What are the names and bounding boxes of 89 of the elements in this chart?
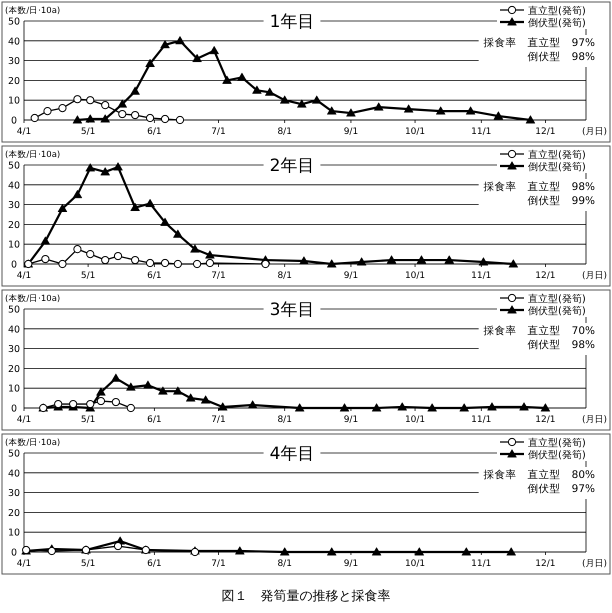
y-tick-label: 10 (8, 528, 20, 539)
x-tick-label: 5/1 (80, 271, 96, 281)
y-tick-label: 0 (10, 260, 18, 270)
y-tick-label: 20 (8, 220, 20, 231)
annotation: 倒伏型 99% (528, 195, 596, 207)
x-tick-label: 12/1 (535, 415, 556, 425)
x-tick-label: 10/1 (404, 559, 426, 569)
chart-title: 2年目 (270, 156, 314, 176)
y-tick-label: 10 (8, 96, 20, 107)
x-tick-label: 5/1 (80, 559, 96, 569)
x-tick-label: 4/1 (16, 559, 32, 569)
legend-label: 倒伏型(発筍) (528, 305, 586, 317)
chart-title: 4年目 (270, 444, 314, 464)
annotation: 採食率 直立型 97% (484, 36, 596, 49)
annotation: 倒伏型 98% (528, 339, 596, 351)
x-tick-label: 9/1 (344, 415, 358, 425)
caption: 図１ 発筍量の推移と採食率 (222, 588, 390, 604)
x-axis-title: (月日) (582, 127, 607, 137)
y-tick-label: 10 (8, 240, 20, 251)
y-axis-title: (本数/日·10a) (5, 5, 60, 16)
x-tick-label: 5/1 (80, 127, 96, 137)
y-axis-title: (本数/日·10a) (5, 437, 60, 448)
y-tick-label: 20 (8, 508, 20, 519)
x-tick-label: 12/1 (535, 559, 556, 569)
x-tick-label: 4/1 (16, 415, 32, 425)
x-tick-label: 7/1 (211, 559, 226, 569)
y-tick-label: 50 (8, 160, 20, 172)
annotation: 採食率 直立型 70% (484, 324, 596, 337)
x-tick-label: 8/1 (277, 415, 292, 425)
x-tick-label: 6/1 (147, 127, 162, 137)
x-tick-label: 9/1 (344, 271, 358, 281)
annotation: 倒伏型 97% (528, 483, 596, 495)
y-tick-label: 50 (8, 448, 20, 460)
x-tick-label: 11/1 (471, 127, 492, 137)
x-tick-label: 12/1 (535, 127, 556, 137)
x-tick-label: 11/1 (471, 415, 492, 425)
y-tick-label: 40 (8, 36, 20, 48)
y-tick-label: 30 (8, 488, 20, 500)
y-tick-label: 40 (8, 180, 20, 192)
y-axis-title: (本数/日·10a) (5, 293, 60, 304)
x-tick-label: 6/1 (147, 271, 162, 281)
x-tick-label: 7/1 (211, 127, 226, 137)
x-tick-label: 8/1 (277, 271, 292, 281)
legend-label: 直立型(発筍) (528, 149, 586, 161)
x-tick-label: 6/1 (147, 559, 162, 569)
y-tick-label: 0 (10, 116, 18, 126)
x-tick-label: 11/1 (471, 271, 492, 281)
x-tick-label: 11/1 (471, 559, 492, 569)
annotation: 倒伏型 98% (528, 51, 596, 63)
legend-label: 倒伏型(発筍) (528, 17, 586, 29)
x-tick-label: 10/1 (404, 127, 426, 137)
y-tick-label: 10 (8, 384, 20, 395)
x-tick-label: 5/1 (80, 415, 96, 425)
legend-label: 倒伏型(発筍) (528, 449, 586, 461)
x-tick-label: 4/1 (16, 271, 32, 281)
x-tick-label: 10/1 (404, 271, 426, 281)
x-tick-label: 9/1 (344, 127, 358, 137)
legend-label: 直立型(発筍) (528, 5, 586, 17)
x-tick-label: 10/1 (404, 415, 426, 425)
y-tick-label: 40 (8, 468, 20, 480)
y-tick-label: 0 (10, 404, 18, 414)
y-tick-label: 0 (10, 548, 18, 558)
y-tick-label: 30 (8, 344, 20, 356)
annotation: 採食率 直立型 80% (484, 468, 596, 481)
y-tick-label: 20 (8, 364, 20, 375)
x-tick-label: 7/1 (211, 415, 226, 425)
x-tick-label: 12/1 (535, 271, 556, 281)
x-tick-label: 7/1 (211, 271, 226, 281)
y-tick-label: 50 (8, 16, 20, 28)
y-axis-title: (本数/日·10a) (5, 149, 60, 160)
x-axis-title: (月日) (582, 415, 607, 425)
legend-label: 倒伏型(発筍) (528, 161, 586, 173)
y-tick-label: 30 (8, 200, 20, 212)
x-axis-title: (月日) (582, 271, 607, 281)
x-tick-label: 8/1 (277, 127, 292, 137)
legend-label: 直立型(発筍) (528, 437, 586, 449)
annotation: 採食率 直立型 98% (484, 180, 596, 193)
x-tick-label: 4/1 (16, 127, 32, 137)
x-tick-label: 8/1 (277, 559, 292, 569)
chart-title: 3年目 (270, 300, 314, 320)
y-tick-label: 20 (8, 76, 20, 87)
x-tick-label: 6/1 (147, 415, 162, 425)
y-tick-label: 50 (8, 304, 20, 316)
x-axis-title: (月日) (582, 559, 607, 569)
y-tick-label: 40 (8, 324, 20, 336)
y-tick-label: 30 (8, 56, 20, 68)
legend-label: 直立型(発筍) (528, 293, 586, 305)
chart-title: 1年目 (270, 12, 314, 32)
x-tick-label: 9/1 (344, 559, 358, 569)
